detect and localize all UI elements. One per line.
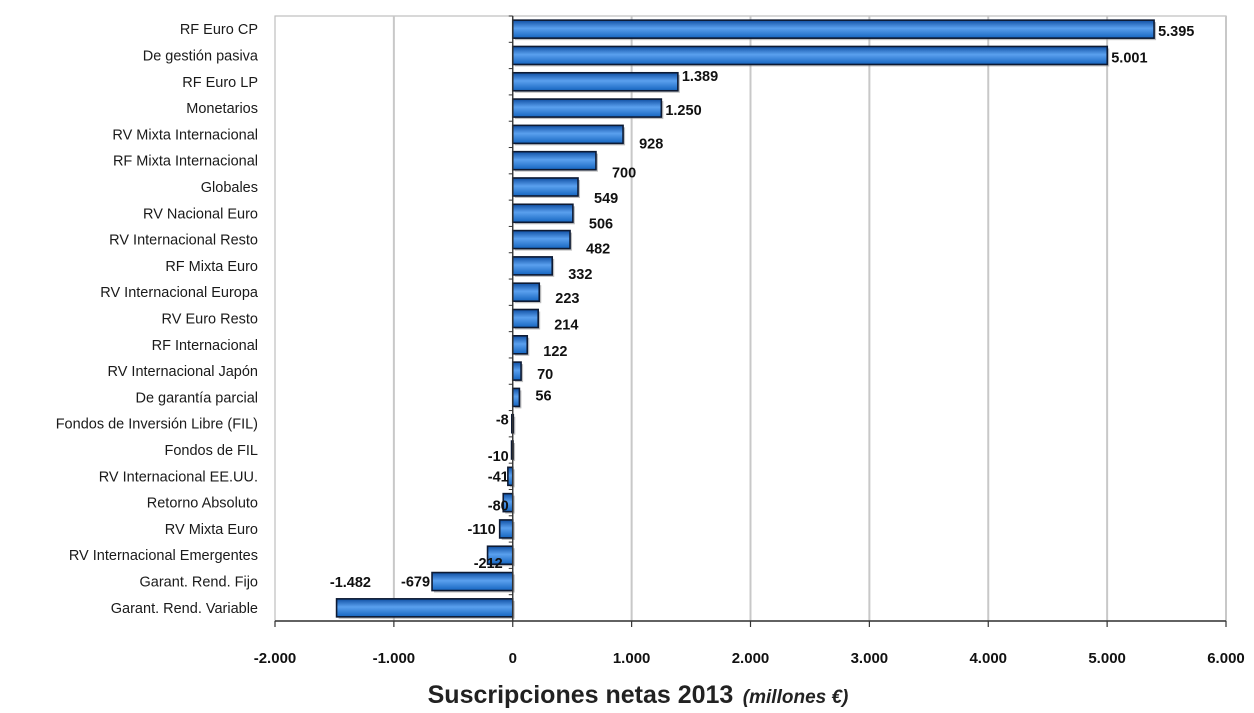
value-label: 549 — [594, 191, 618, 207]
category-label: De gestión pasiva — [143, 48, 259, 64]
category-label: RF Mixta Internacional — [113, 154, 258, 170]
value-label: 5.395 — [1158, 24, 1194, 40]
value-label: -8 — [496, 413, 509, 429]
bar — [511, 124, 624, 145]
category-label: RV Euro Resto — [162, 312, 258, 328]
category-label: RV Internacional Japón — [108, 364, 258, 380]
bar — [511, 19, 1155, 39]
x-tick-label: 0 — [509, 650, 517, 667]
x-tick-label: 4.000 — [969, 650, 1007, 667]
category-label: RF Internacional — [152, 338, 258, 354]
value-label: 928 — [639, 136, 663, 152]
bar — [511, 387, 521, 408]
x-axis-title: Suscripciones netas 2013 (millones €) — [428, 681, 849, 709]
value-label: -41 — [488, 469, 509, 485]
category-label: RV Internacional EE.UU. — [99, 469, 258, 485]
value-label: -1.482 — [330, 575, 371, 591]
bar — [335, 598, 514, 618]
bar — [498, 519, 514, 539]
bar-shadow — [513, 443, 516, 462]
value-label: 700 — [612, 166, 636, 182]
x-tick-label: 1.000 — [613, 650, 651, 667]
x-axis-title-unit: (millones €) — [743, 687, 849, 708]
category-label: RV Mixta Internacional — [112, 127, 258, 143]
category-label: RV Internacional Resto — [109, 233, 258, 249]
value-label: 70 — [537, 367, 553, 383]
category-label: De garantía parcial — [135, 390, 258, 406]
tick-labels: -2.000 -1.000 0 1.000 2.000 3.000 4.000 5.000 6.… — [254, 650, 1245, 667]
value-label: -212 — [474, 556, 503, 572]
bar — [511, 203, 574, 224]
value-label: 482 — [586, 242, 610, 258]
axes — [274, 15, 1227, 627]
x-tick-label: 2.000 — [732, 650, 770, 667]
x-tick-label: -2.000 — [254, 650, 297, 667]
value-label: 332 — [568, 267, 592, 283]
category-label: RF Euro CP — [180, 22, 258, 38]
value-label: 506 — [589, 216, 613, 232]
category-label: RF Euro LP — [182, 75, 258, 91]
x-axis-title-main: Suscripciones netas 2013 — [428, 681, 734, 709]
category-label: Fondos de FIL — [165, 443, 259, 459]
bar — [511, 98, 663, 118]
bars — [335, 19, 1157, 619]
category-label: Globales — [201, 180, 258, 196]
bar — [511, 45, 1109, 66]
bar — [511, 229, 571, 250]
category-label: RV Internacional Emergentes — [69, 548, 258, 564]
value-label: -110 — [467, 522, 495, 538]
value-label: 223 — [555, 291, 579, 307]
value-label: 122 — [543, 344, 567, 360]
value-label: -679 — [401, 575, 430, 591]
category-label: Garant. Rend. Variable — [111, 601, 258, 617]
bar — [511, 361, 522, 381]
value-label: -10 — [488, 449, 509, 465]
bar — [511, 335, 529, 355]
category-label: RF Mixta Euro — [165, 259, 258, 275]
x-tick-label: 3.000 — [851, 650, 889, 667]
bar — [511, 256, 554, 276]
bar — [511, 177, 579, 197]
category-label: Fondos de Inversión Libre (FIL) — [56, 417, 258, 433]
category-label: Garant. Rend. Fijo — [140, 575, 258, 591]
value-label: 5.001 — [1111, 50, 1147, 66]
x-tick-label: 5.000 — [1088, 650, 1126, 667]
category-label: Monetarios — [186, 101, 258, 117]
bar — [431, 571, 514, 592]
value-label: 214 — [554, 318, 578, 334]
category-label: RV Nacional Euro — [143, 206, 258, 222]
bar — [511, 150, 597, 171]
x-tick-label: 6.000 — [1207, 650, 1245, 667]
bar — [511, 71, 679, 92]
value-label: 56 — [535, 388, 551, 404]
value-label: 1.250 — [665, 103, 701, 119]
category-labels: RF Euro CP De gestión pasiva RF Euro LP Mon… — [56, 22, 259, 617]
bar-shadow — [513, 416, 516, 435]
bar — [511, 282, 541, 302]
category-label: RV Internacional Europa — [100, 285, 259, 301]
x-tick-label: -1.000 — [373, 650, 416, 667]
category-label: Retorno Absoluto — [147, 496, 258, 512]
value-label: -80 — [488, 499, 509, 515]
category-label: RV Mixta Euro — [165, 522, 258, 538]
value-label: 1.389 — [682, 69, 718, 85]
bar — [511, 308, 539, 329]
